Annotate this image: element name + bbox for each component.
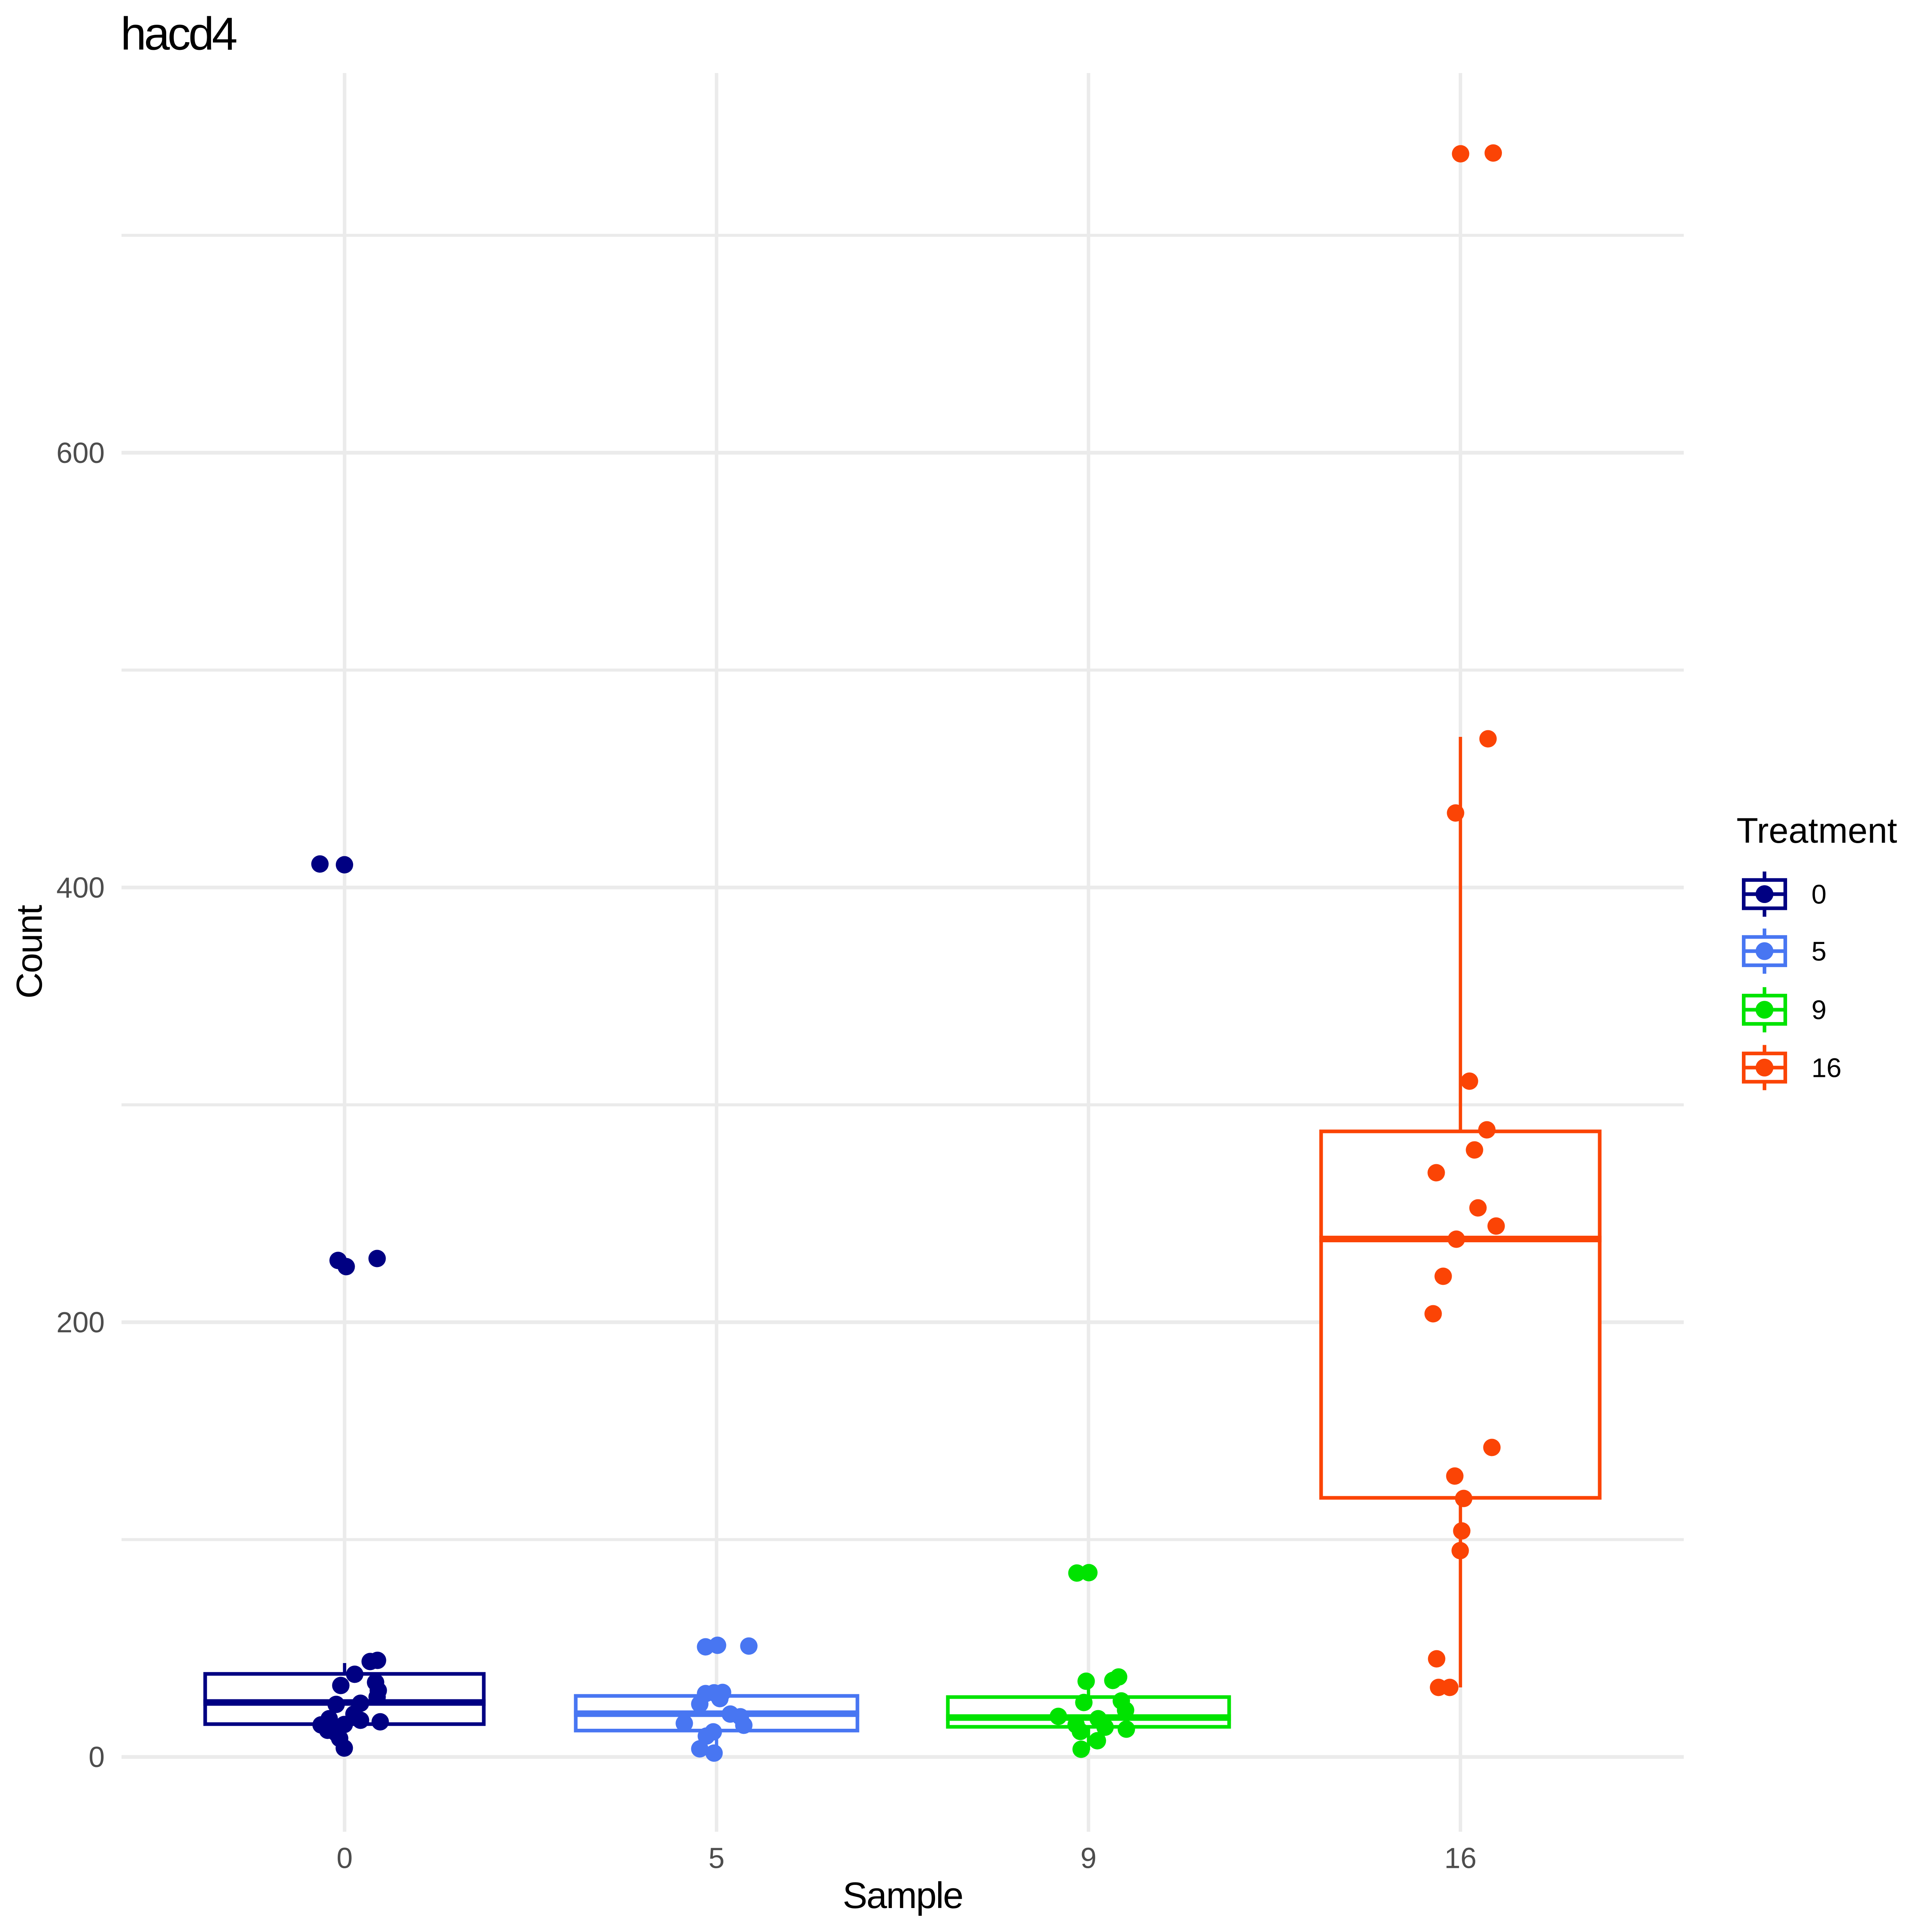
svg-text:9: 9 [1811,995,1827,1025]
svg-text:0: 0 [337,1842,353,1874]
svg-text:16: 16 [1444,1842,1476,1874]
svg-text:400: 400 [56,871,105,904]
svg-text:16: 16 [1811,1053,1842,1083]
svg-text:Treatment: Treatment [1736,811,1897,850]
svg-text:5: 5 [709,1842,725,1874]
svg-text:0: 0 [1811,879,1827,909]
svg-text:Count: Count [9,905,49,999]
svg-text:Sample: Sample [843,1875,963,1916]
svg-text:200: 200 [56,1306,105,1338]
svg-text:hacd4: hacd4 [121,8,236,60]
svg-text:600: 600 [56,437,105,469]
svg-text:0: 0 [88,1741,105,1773]
svg-text:9: 9 [1080,1842,1097,1874]
svg-text:5: 5 [1811,936,1827,966]
